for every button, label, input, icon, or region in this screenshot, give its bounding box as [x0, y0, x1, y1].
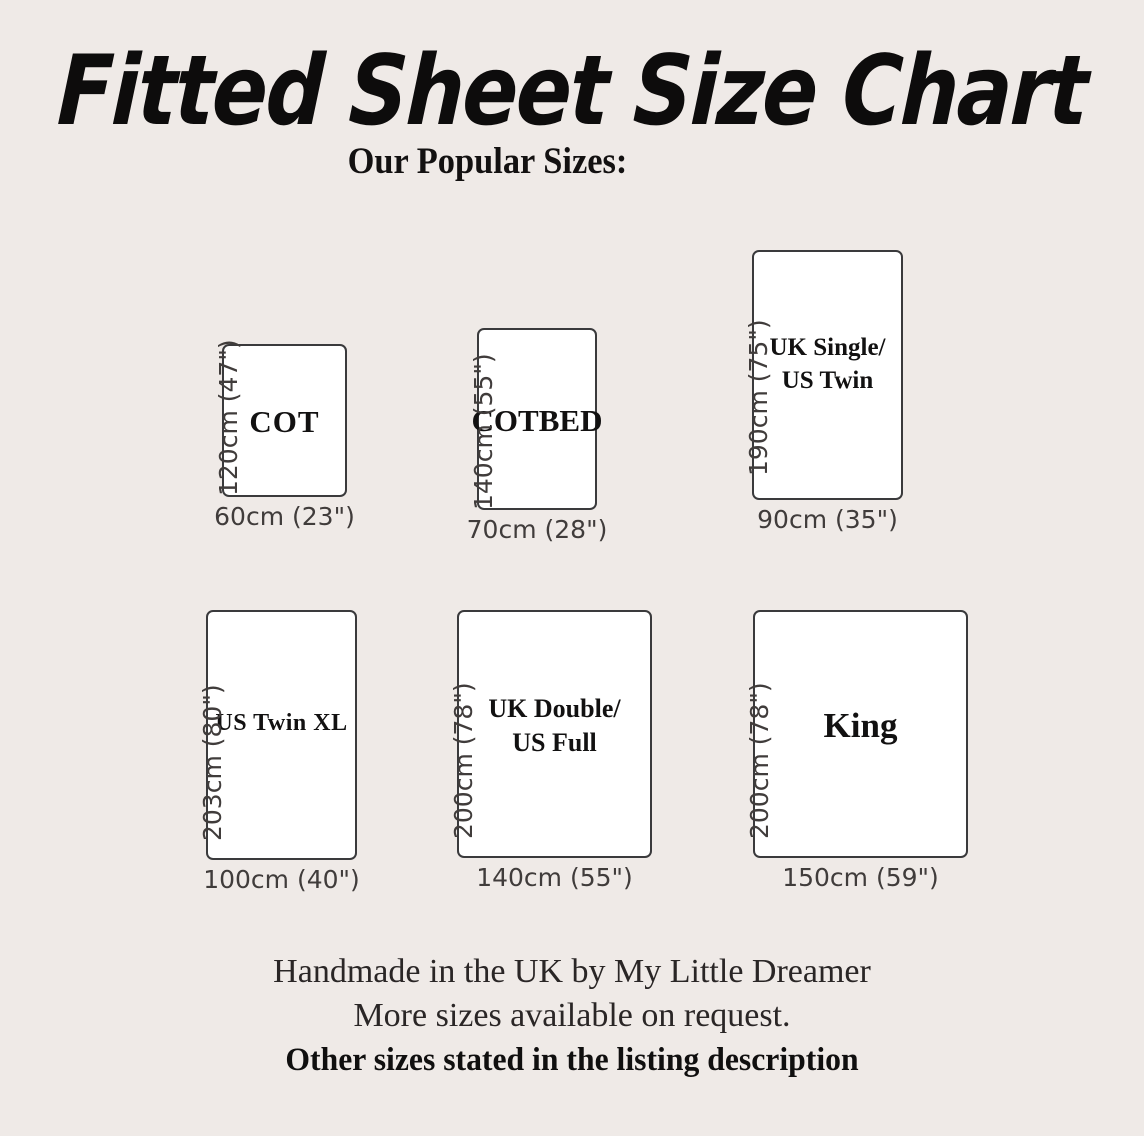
footer-other-sizes-text: Other sizes stated in the listing descri… — [285, 1042, 859, 1078]
size-height-label-us-twin-xl: 203cm (80") — [198, 684, 227, 841]
size-box-label-line-1: King — [823, 706, 898, 745]
size-item-king: King 200cm (78") 150cm (59") — [745, 610, 968, 892]
size-box-label-us-twin-xl: US Twin XL — [215, 708, 347, 739]
size-box-us-twin-xl — [206, 610, 357, 860]
size-box-label-cotbed: COTBED — [472, 401, 603, 441]
size-box-king — [753, 610, 968, 858]
size-width-label-king: 150cm (59") — [782, 863, 939, 892]
size-box-label-line-1: UK Double/ — [488, 694, 621, 723]
size-item-us-twin-xl: US Twin XL 203cm (80") 100cm (40") — [198, 610, 360, 894]
size-height-label-uk-single-us-twin: 190cm (75") — [744, 319, 773, 476]
size-box-label-line-1: COT — [249, 404, 320, 439]
size-box-label-uk-single-us-twin: UK Single/ US Twin — [770, 332, 886, 397]
page-title: Fitted Sheet Size Chart — [55, 35, 1089, 148]
size-width-label-us-twin-xl: 100cm (40") — [203, 865, 360, 894]
page-subtitle: Our Popular Sizes: — [347, 141, 628, 182]
size-item-cotbed: COTBED 140cm (55") 70cm (28") — [467, 328, 607, 544]
size-width-label-uk-single-us-twin: 90cm (35") — [757, 505, 898, 534]
size-box-label-uk-double-us-full: UK Double/ US Full — [488, 692, 620, 760]
size-box-uk-single-us-twin — [752, 250, 903, 500]
size-box-label-line-1: UK Single/ — [769, 334, 886, 361]
footer: Handmade in the UK by My Little Dreamer … — [0, 950, 1144, 1082]
size-box-label-line-2: US Full — [512, 727, 597, 757]
size-height-label-king: 200cm (78") — [745, 682, 774, 839]
size-width-label-cot: 60cm (23") — [214, 502, 355, 531]
size-height-label-cotbed: 140cm (55") — [469, 353, 498, 510]
size-height-label-uk-double-us-full: 200cm (78") — [449, 682, 478, 839]
size-box-uk-double-us-full — [457, 610, 652, 858]
size-width-label-uk-double-us-full: 140cm (55") — [476, 863, 633, 892]
size-box-label-king: King — [824, 703, 898, 749]
size-box-label-line-2: US Twin — [781, 366, 874, 394]
size-box-label-line-1: US Twin XL — [215, 710, 348, 736]
size-box-label-cot: COT — [249, 402, 319, 442]
footer-more-sizes-text: More sizes available on request. — [353, 997, 791, 1034]
size-item-cot: COT 120cm (47") 60cm (23") — [214, 339, 355, 531]
size-box-cotbed — [477, 328, 597, 510]
footer-handmade-text: Handmade in the UK by My Little Dreamer — [273, 953, 871, 990]
size-box-label-line-1: COTBED — [471, 403, 603, 438]
size-item-uk-double-us-full: UK Double/ US Full 200cm (78") 140cm (55… — [449, 610, 652, 892]
size-box-cot — [222, 344, 347, 497]
size-height-label-cot: 120cm (47") — [214, 339, 243, 496]
size-item-uk-single-us-twin: UK Single/ US Twin 190cm (75") 90cm (35"… — [744, 250, 903, 534]
size-width-label-cotbed: 70cm (28") — [466, 515, 608, 544]
